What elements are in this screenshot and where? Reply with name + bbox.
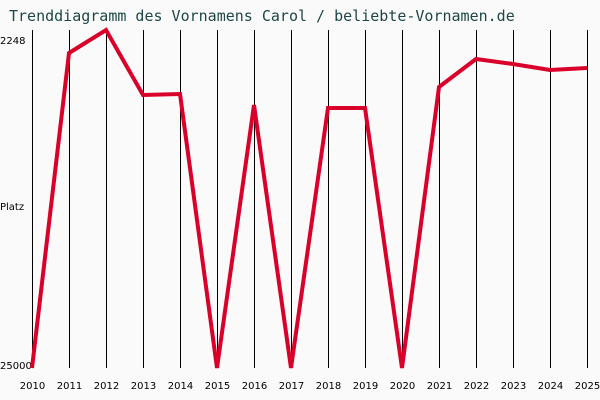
y-axis-top-label: 2248 [0,36,26,47]
x-axis-tick-label: 2019 [352,381,379,392]
x-axis-tick-label: 2016 [241,381,268,392]
x-axis-tick-label: 2022 [463,381,490,392]
series-line [30,27,588,369]
x-axis-tick-label: 2017 [278,381,305,392]
y-axis-title: Platz [0,202,25,213]
x-axis-tick-label: 2018 [315,381,342,392]
x-axis-tick-label: 2013 [130,381,157,392]
x-axis-tick-label: 2014 [167,381,194,392]
y-axis-bottom-label: 25000 [0,361,32,372]
x-axis-tick-label: 2012 [93,381,120,392]
x-axis-tick-label: 2011 [56,381,83,392]
x-axis-tick-label: 2023 [500,381,527,392]
x-axis-tick-label: 2021 [426,381,453,392]
chart-title: Trenddiagramm des Vornamens Carol / beli… [9,7,515,25]
x-axis-tick-label: 2015 [204,381,231,392]
x-axis-tick-label: 2010 [19,381,46,392]
x-axis-tick-label: 2024 [537,381,564,392]
x-axis-tick-label: 2020 [389,381,416,392]
x-axis-tick-label: 2025 [574,381,600,392]
